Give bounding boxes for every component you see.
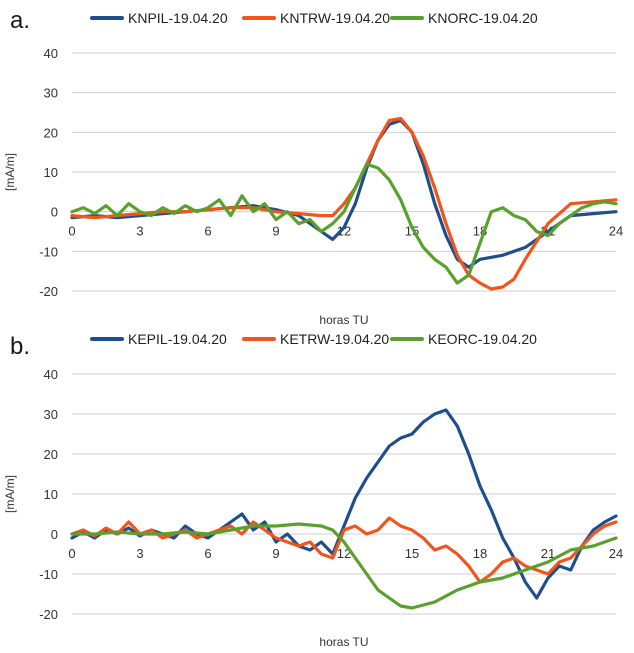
- x-tick-label-b-2: 6: [204, 546, 211, 561]
- x-axis-label-a: horas TU: [319, 313, 368, 327]
- panel-label-b: b.: [10, 333, 30, 360]
- y-axis-label-a: [mA/m]: [3, 153, 17, 191]
- x-tick-label-a-0: 0: [68, 224, 75, 239]
- x-tick-label-a-8: 24: [609, 224, 623, 239]
- panel-label-a: a.: [10, 7, 30, 34]
- y-tick-label-a-2: 20: [44, 125, 58, 140]
- x-tick-label-a-1: 3: [136, 224, 143, 239]
- chart-panel-a: 40 30 20 10 0 -10 -20 0 3 6 9 12 15 18 21 24 KNPIL-19.04…: [3, 7, 623, 327]
- y-axis-label-b: [mA/m]: [3, 475, 17, 513]
- y-tick-label-a-3: 10: [44, 165, 58, 180]
- y-tick-label-b-3: 10: [44, 487, 58, 502]
- y-tick-label-b-0: 40: [44, 367, 58, 382]
- y-tick-label-b-6: -20: [39, 607, 58, 622]
- y-tick-label-a-4: 0: [51, 205, 58, 220]
- series-line-b-KEORC-19.04.20: [70, 522, 618, 610]
- x-tick-label-a-2: 6: [204, 224, 211, 239]
- y-tick-label-b-4: 0: [51, 527, 58, 542]
- legend-label-a-1: KNTRW-19.04.20: [280, 10, 390, 26]
- x-tick-label-b-3: 9: [272, 546, 279, 561]
- y-tick-label-a-0: 40: [44, 46, 58, 61]
- x-tick-label-b-1: 3: [136, 546, 143, 561]
- legend-label-a-0: KNPIL-19.04.20: [128, 10, 228, 26]
- y-tick-label-a-1: 30: [44, 86, 58, 101]
- y-tick-label-b-5: -10: [39, 567, 58, 582]
- y-tick-label-b-2: 20: [44, 447, 58, 462]
- y-tick-label-a-5: -10: [39, 244, 58, 259]
- x-tick-label-b-8: 24: [609, 546, 623, 561]
- x-tick-label-b-6: 18: [473, 546, 487, 561]
- x-tick-label-b-0: 0: [68, 546, 75, 561]
- chart-panel-b: 40 30 20 10 0 -10 -20 0 3 6 9 12 15 18 21 24 KEPIL-19.04…: [0, 326, 634, 653]
- legend-label-b-2: KEORC-19.04.20: [428, 331, 537, 347]
- x-tick-label-b-5: 15: [405, 546, 419, 561]
- x-tick-label-a-4: 12: [337, 224, 351, 239]
- series-line-b-KETRW-19.04.20: [70, 516, 618, 584]
- y-tick-label-a-6: -20: [39, 284, 58, 299]
- x-tick-label-b-7: 21: [541, 546, 555, 561]
- series-line-a-KNTRW-19.04.20: [70, 116, 618, 291]
- y-tick-label-b-1: 30: [44, 407, 58, 422]
- legend-label-b-1: KETRW-19.04.20: [280, 331, 389, 347]
- legend-label-a-2: KNORC-19.04.20: [428, 10, 538, 26]
- x-axis-label-b: horas TU: [319, 635, 368, 649]
- x-tick-label-a-3: 9: [272, 224, 279, 239]
- series-line-a-KNORC-19.04.20: [70, 162, 618, 285]
- legend-label-b-0: KEPIL-19.04.20: [128, 331, 227, 347]
